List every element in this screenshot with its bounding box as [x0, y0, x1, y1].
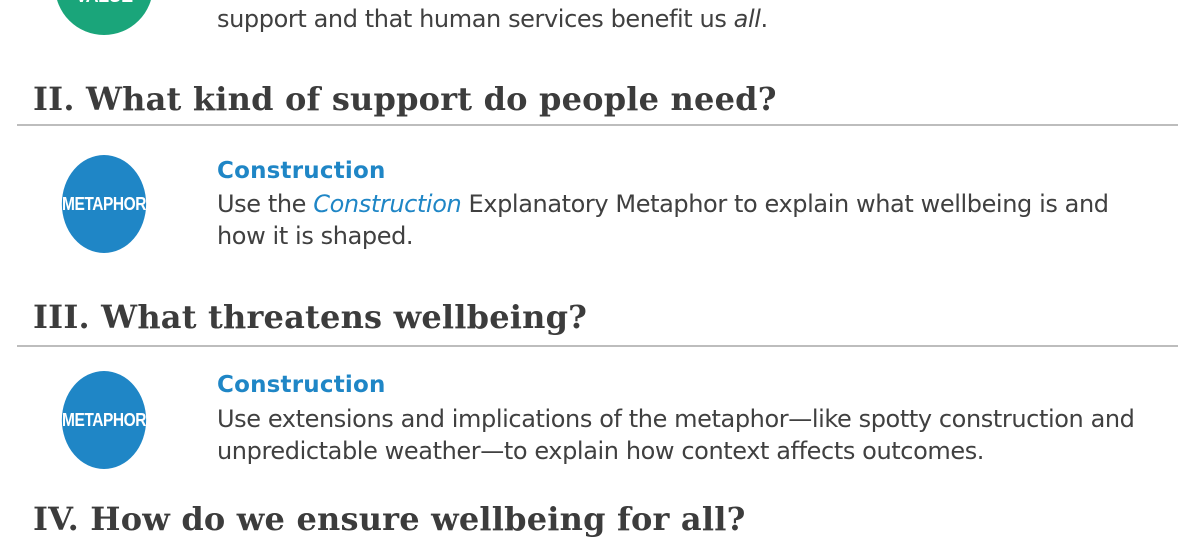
construction-label: Construction — [217, 158, 386, 184]
section-heading-ensure: IV. How do we ensure wellbeing for all? — [33, 500, 746, 538]
section-text-start: Use the — [217, 190, 314, 218]
section-heading-threats: III. What threatens wellbeing? — [33, 298, 588, 336]
metaphor-badge-label: METAPHOR — [61, 193, 146, 214]
construction-emphasis: Construction — [313, 190, 462, 218]
section-heading-support: II. What kind of support do people need? — [33, 80, 777, 118]
metaphor-badge: METAPHOR — [61, 371, 146, 469]
value-badge-label: VALUE — [75, 0, 133, 7]
construction-label: Construction — [217, 372, 386, 398]
value-badge: VALUE — [55, 0, 153, 35]
section-divider — [17, 124, 1178, 126]
section-text-rest: Explanatory Metaphor to explain what wel… — [217, 190, 1109, 250]
intro-emphasis: all — [733, 5, 761, 33]
intro-text-end: . — [760, 5, 769, 33]
section-text-threats: Use extensions and implications of the m… — [217, 405, 1135, 465]
intro-text-start: support and that human services benefit … — [217, 5, 734, 33]
section-divider — [17, 345, 1178, 347]
section-text-support: Use the Construction Explanatory Metapho… — [217, 188, 1137, 252]
metaphor-badge-label: METAPHOR — [61, 409, 146, 430]
metaphor-badge: METAPHOR — [61, 155, 146, 253]
intro-text: support and that human services benefit … — [217, 3, 1137, 35]
